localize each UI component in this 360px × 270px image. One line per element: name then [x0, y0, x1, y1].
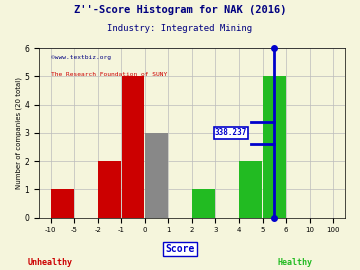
Bar: [145, 133, 168, 218]
Text: ©www.textbiz.org: ©www.textbiz.org: [51, 55, 111, 60]
Text: 338.237: 338.237: [215, 129, 247, 137]
Text: Healthy: Healthy: [278, 258, 313, 267]
Text: Unhealthy: Unhealthy: [28, 258, 73, 267]
Bar: [239, 161, 262, 218]
Text: Score: Score: [165, 244, 195, 254]
Text: Z''-Score Histogram for NAK (2016): Z''-Score Histogram for NAK (2016): [74, 5, 286, 15]
Bar: [263, 76, 286, 218]
Y-axis label: Number of companies (20 total): Number of companies (20 total): [15, 77, 22, 189]
Text: The Research Foundation of SUNY: The Research Foundation of SUNY: [51, 72, 167, 77]
Bar: [122, 76, 144, 218]
Bar: [51, 190, 74, 218]
Bar: [192, 190, 215, 218]
Text: Industry: Integrated Mining: Industry: Integrated Mining: [107, 24, 253, 33]
Bar: [98, 161, 121, 218]
